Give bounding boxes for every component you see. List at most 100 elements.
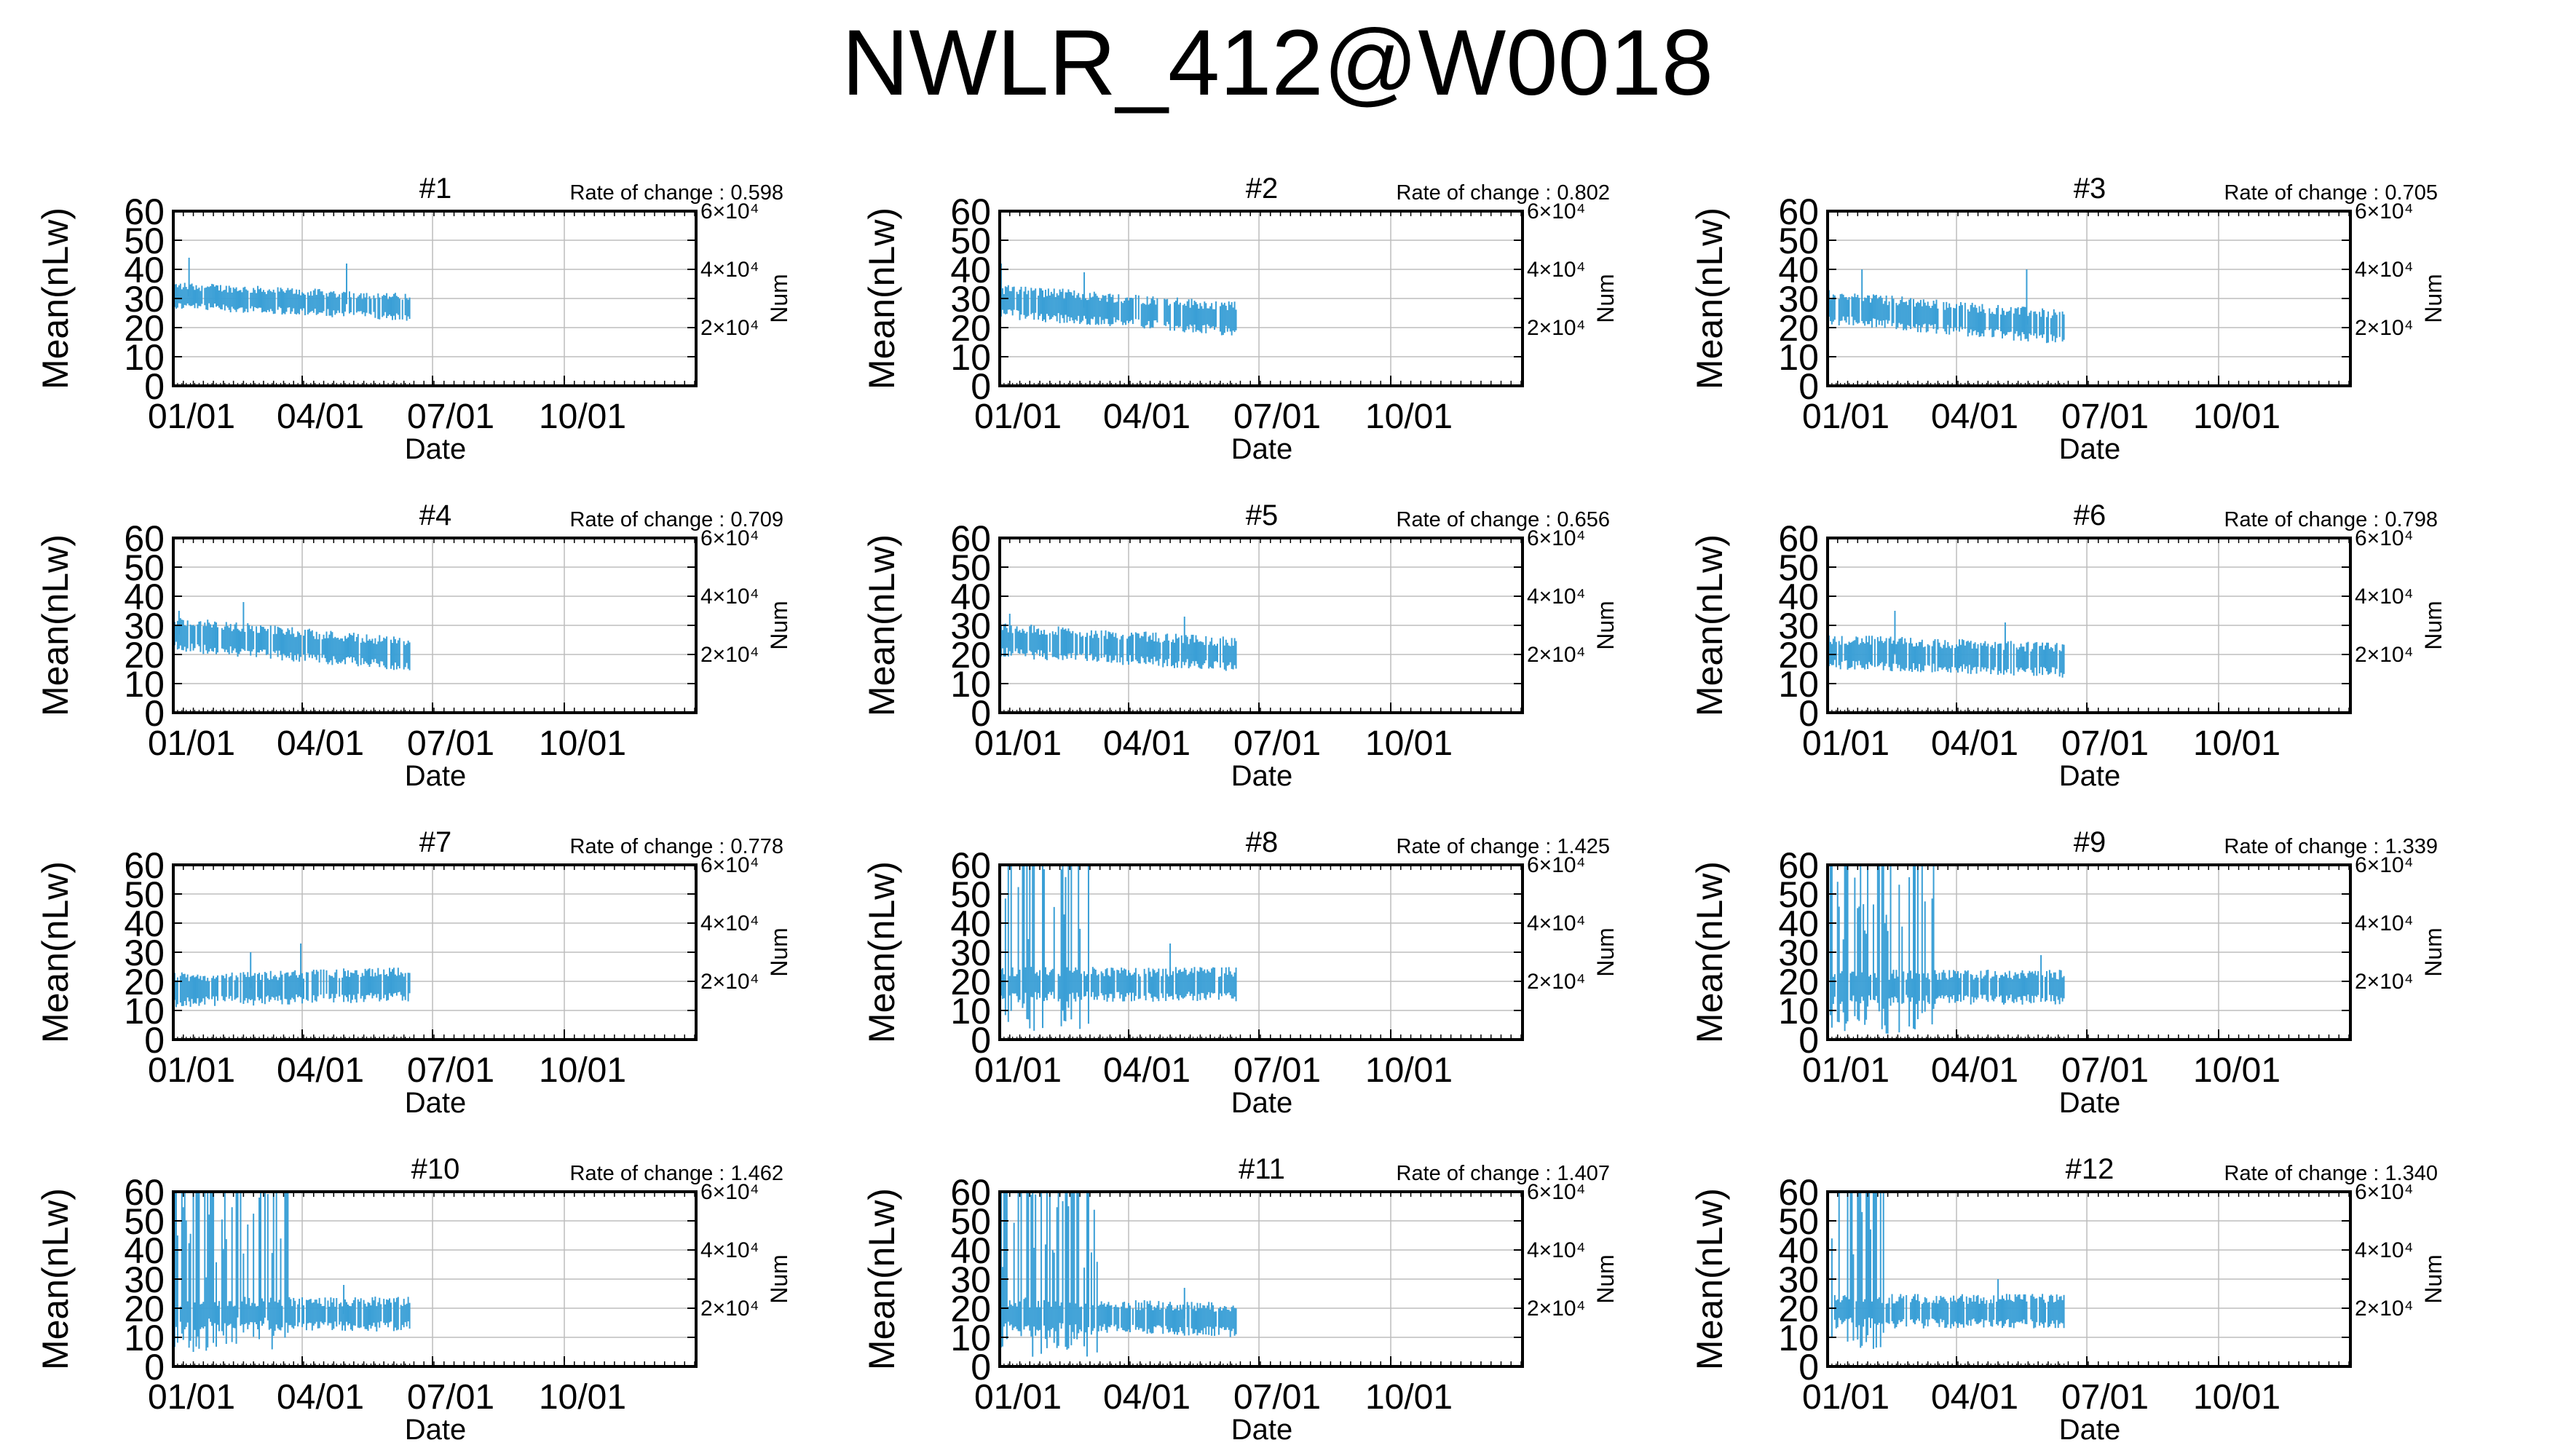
y-tick-label: 60 (1778, 845, 1819, 886)
y-tick-label: 20 (950, 308, 991, 349)
y-tick-label: 0 (1798, 366, 1819, 407)
x-tick-label: 07/01 (407, 724, 494, 763)
x-tick-label: 07/01 (2061, 1378, 2149, 1417)
rate-of-change-label: Rate of change : 1.340 (2224, 1162, 2438, 1185)
y-tick-label: 40 (124, 250, 165, 290)
rate-of-change-label: Rate of change : 0.598 (570, 181, 783, 205)
y-tick-label: 30 (1778, 606, 1819, 646)
y2-tick-label: 2×10⁴ (2355, 970, 2413, 994)
x-tick-label: 01/01 (974, 1051, 1062, 1090)
x-axis-label: Date (405, 760, 467, 792)
panel-title: #4 (419, 499, 452, 531)
series-mean-nlw (173, 602, 411, 670)
x-tick-label: 01/01 (1802, 1378, 1889, 1417)
y2-axis-label: Num (1592, 927, 1619, 977)
x-tick-label: 01/01 (1802, 1051, 1889, 1090)
y2-tick-label: 4×10⁴ (700, 1238, 759, 1262)
y-tick-label: 50 (1778, 874, 1819, 915)
y2-tick-label: 6×10⁴ (2355, 1180, 2413, 1204)
y-tick-label: 0 (1798, 1020, 1819, 1061)
series-mean-nlw (999, 865, 1237, 1031)
y-tick-label: 40 (1778, 1230, 1819, 1271)
y-tick-label: 60 (124, 1172, 165, 1213)
rate-of-change-label: Rate of change : 1.407 (1397, 1162, 1610, 1185)
y-tick-label: 20 (1778, 635, 1819, 676)
y-tick-label: 30 (124, 933, 165, 973)
y-tick-label: 10 (124, 664, 165, 705)
y-tick-label: 30 (1778, 933, 1819, 973)
series-mean-nlw (173, 258, 411, 321)
x-tick-label: 01/01 (974, 397, 1062, 436)
panel-title: #5 (1246, 499, 1279, 531)
y-tick-label: 40 (1778, 250, 1819, 290)
x-tick-label: 01/01 (148, 1378, 235, 1417)
x-tick-label: 04/01 (1103, 1378, 1190, 1417)
y-axis-label: Mean(nLw) (1689, 207, 1730, 389)
x-tick-label: 10/01 (539, 1051, 626, 1090)
y-axis-label: Mean(nLw) (861, 207, 902, 389)
panel-title: #12 (2066, 1153, 2114, 1185)
y-tick-label: 0 (144, 1347, 165, 1388)
y-tick-label: 10 (950, 664, 991, 705)
y2-tick-label: 6×10⁴ (1527, 853, 1585, 877)
x-axis-label: Date (2059, 760, 2121, 792)
x-tick-label: 07/01 (2061, 397, 2149, 436)
x-tick-label: 01/01 (148, 1051, 235, 1090)
rate-of-change-label: Rate of change : 1.462 (570, 1162, 783, 1185)
y-tick-label: 10 (1778, 991, 1819, 1032)
x-tick-label: 10/01 (539, 1378, 626, 1417)
y-tick-label: 0 (971, 366, 991, 407)
y2-tick-label: 4×10⁴ (2355, 585, 2413, 609)
x-tick-label: 04/01 (277, 397, 364, 436)
y-tick-label: 10 (124, 1318, 165, 1358)
x-tick-label: 10/01 (2193, 1051, 2280, 1090)
panel-title: #9 (2074, 826, 2106, 858)
y-tick-label: 40 (950, 577, 991, 617)
y-tick-label: 60 (124, 191, 165, 232)
y-tick-label: 10 (1778, 1318, 1819, 1358)
y-tick-label: 0 (1798, 693, 1819, 734)
y-tick-label: 10 (1778, 337, 1819, 378)
x-axis-label: Date (405, 1414, 467, 1446)
y-tick-label: 30 (124, 1259, 165, 1300)
y2-axis-label: Num (1592, 274, 1619, 323)
y2-tick-label: 2×10⁴ (2355, 643, 2413, 667)
y-tick-label: 60 (950, 845, 991, 886)
rate-of-change-label: Rate of change : 1.425 (1397, 835, 1610, 858)
rate-of-change-label: Rate of change : 0.656 (1397, 508, 1610, 531)
y-tick-label: 40 (124, 903, 165, 944)
y-tick-label: 50 (950, 874, 991, 915)
y-tick-label: 30 (950, 279, 991, 320)
y-axis-label: Mean(nLw) (861, 1188, 902, 1370)
y2-tick-label: 4×10⁴ (700, 585, 759, 609)
y2-tick-label: 2×10⁴ (1527, 970, 1585, 994)
panel-title: #1 (419, 173, 452, 205)
rate-of-change-label: Rate of change : 1.339 (2224, 835, 2438, 858)
x-tick-label: 10/01 (2193, 397, 2280, 436)
y-tick-label: 60 (124, 518, 165, 559)
rate-of-change-label: Rate of change : 0.798 (2224, 508, 2438, 531)
panel-title: #3 (2074, 173, 2106, 205)
x-tick-label: 10/01 (1365, 724, 1453, 763)
rate-of-change-label: Rate of change : 0.802 (1397, 181, 1610, 205)
x-tick-label: 01/01 (1802, 724, 1889, 763)
x-tick-label: 04/01 (1931, 1051, 2018, 1090)
panel-title: #6 (2074, 499, 2106, 531)
y2-axis-label: Num (2420, 927, 2447, 977)
x-axis-label: Date (2059, 1087, 2121, 1119)
y2-axis-label: Num (1592, 1254, 1619, 1304)
y-tick-label: 20 (1778, 1289, 1819, 1329)
y-tick-label: 50 (124, 874, 165, 915)
y-tick-label: 0 (144, 693, 165, 734)
y2-tick-label: 4×10⁴ (1527, 585, 1585, 609)
y-tick-label: 0 (971, 693, 991, 734)
x-tick-label: 10/01 (539, 724, 626, 763)
x-tick-label: 04/01 (1931, 724, 2018, 763)
rate-of-change-label: Rate of change : 0.778 (570, 835, 783, 858)
y-axis-label: Mean(nLw) (1689, 861, 1730, 1043)
y-axis-label: Mean(nLw) (35, 534, 76, 716)
x-tick-label: 07/01 (1233, 1378, 1321, 1417)
series-mean-nlw (1827, 269, 2065, 344)
